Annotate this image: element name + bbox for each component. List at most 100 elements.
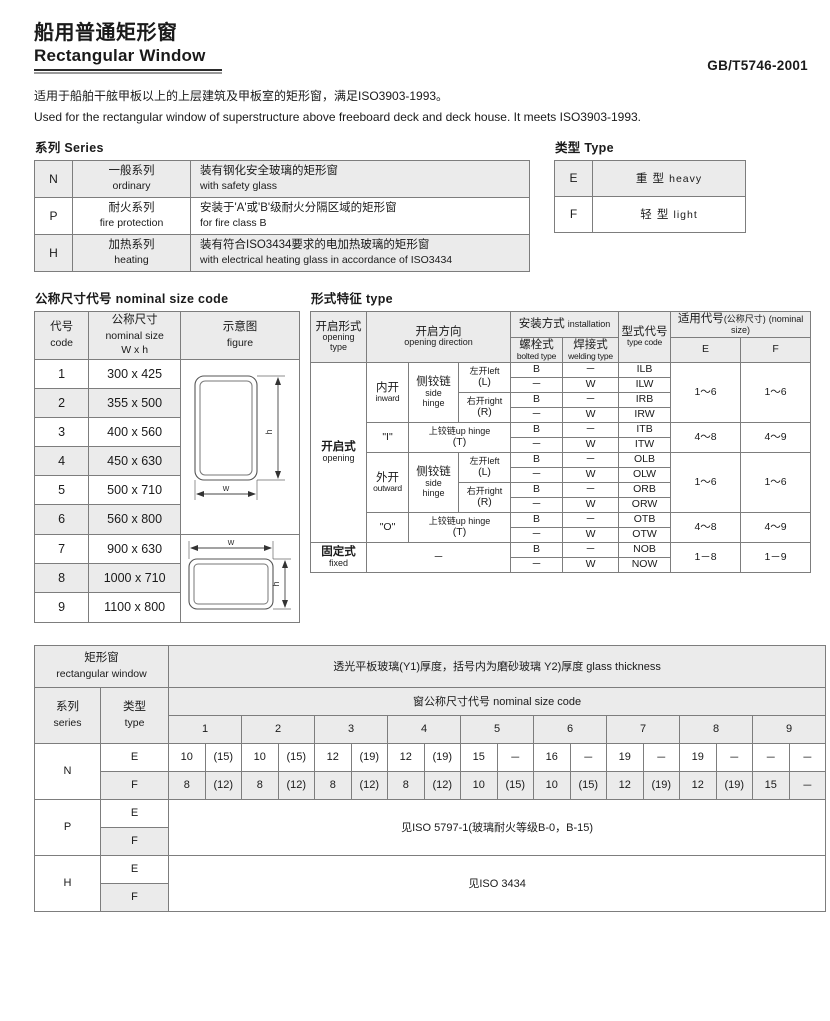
col-header-installation: 安装方式 installation (510, 310, 620, 339)
size-code-6: 6 (533, 714, 607, 744)
document-header: 船用普通矩形窗 Rectangular Window GB/T5746-2001… (34, 22, 808, 126)
side-right-inward: 右开right (R) (457, 391, 512, 423)
size-value: 500 x 710 (88, 475, 181, 506)
series-P: P (34, 798, 101, 856)
welding-value: W (562, 496, 620, 513)
bolted-value: － (510, 526, 564, 543)
type-code-value: ORW (618, 496, 672, 513)
glass-value: 10 (168, 742, 206, 772)
fixed-type-cell: 固定式 fixed (310, 541, 367, 573)
type-code-value: ORB (618, 481, 672, 498)
glass-note-P: 见ISO 5797-1(玻璃耐火等级B-0，B-15) (167, 798, 827, 856)
series-name: 加热系列 heating (72, 233, 191, 272)
type-E: E (100, 742, 169, 772)
glass-value: 15 (460, 742, 498, 772)
applicable-e: 1～6 (670, 361, 742, 423)
size-value: 1100 x 800 (88, 592, 181, 623)
series-desc-cn: 安装于'A'或'B'级耐火分隔区域的矩形窗 (200, 201, 397, 214)
glass-value: (15) (204, 742, 242, 772)
intro-text-cn: 适用于船舶干舷甲板以上的上层建筑及甲板室的矩形窗，满足ISO3903-1993。 (34, 88, 449, 103)
series-desc: 装有符合ISO3434要求的电加热玻璃的矩形窗 with electrical … (190, 233, 530, 272)
type-code-value: OLW (618, 466, 672, 483)
type-code-value: ITW (618, 436, 672, 453)
type-code-value: IRB (618, 391, 672, 408)
glass-value: 8 (168, 770, 206, 800)
bolted-value: － (510, 496, 564, 513)
table-row: P 耐火系列 fire protection 安装于'A'或'B'级耐火分隔区域… (34, 196, 530, 235)
welding-value: W (562, 406, 620, 423)
glass-thickness-table: 矩形窗 rectangular window 透光平板玻璃(Y1)厚度，括号内为… (34, 644, 827, 912)
table-row: N 一般系列 ordinary 装有钢化安全玻璃的矩形窗 with safety… (34, 159, 530, 198)
size-code-2: 2 (241, 714, 315, 744)
table-row: － W NOW (311, 556, 811, 573)
direction-inward: 内开 inward (366, 361, 409, 423)
welding-value: W (562, 556, 620, 573)
type-name-en: light (673, 209, 698, 222)
size-code: 3 (33, 416, 90, 448)
col-header-welding: 焊接式 welding type (562, 337, 620, 363)
bolted-value: B (510, 391, 564, 408)
bolted-value: B (510, 421, 564, 438)
size-code: 2 (33, 387, 90, 418)
opening-type-cell: 开启式 opening (310, 361, 367, 543)
svg-text:w: w (222, 483, 230, 493)
table-row: N E 10 (15) 10 (15) 12 (19) 12 (19) 15 －… (34, 742, 827, 800)
welding-value: － (562, 361, 620, 378)
col-header-e: E (670, 337, 742, 363)
type-F: F (100, 826, 169, 856)
series-name: 耐火系列 fire protection (72, 196, 191, 235)
glass-value: (15) (496, 770, 534, 800)
nominal-size-table: 代号 code 公称尺寸 nominal size W x h 示意图 figu… (33, 310, 301, 623)
typefeature-label: 形式特征 type (311, 291, 393, 306)
type-F: F (100, 770, 169, 800)
table-row: 开启式 opening 内开 inward 侧铰链 side hinge (310, 361, 812, 543)
series-name-en: fire protection (99, 217, 164, 230)
type-code-value: OLB (618, 451, 672, 468)
table-row: "I" 上铰链up hinge (T) B － ITB 4～8 4～9 (311, 421, 812, 453)
glass-thickness-section: 矩形窗 rectangular window 透光平板玻璃(Y1)厚度，括号内为… (34, 644, 827, 912)
table-row: 7 900 x 630 (33, 533, 301, 623)
series-type-row: 系列 Series N 一般系列 ordinary 装有钢化安全玻璃的矩形窗 w… (34, 137, 808, 272)
col-header-opening-direction: 开启方向 opening direction (365, 310, 512, 363)
col-header-code: 代号 code (33, 310, 90, 360)
table-header-row: 系列 series 类型 type 窗公称尺寸代号 nominal size c… (34, 686, 827, 744)
size-code: 7 (33, 533, 90, 564)
side-left-inward: 左开left (L) (457, 361, 512, 393)
glass-value: 10 (533, 770, 571, 800)
bolted-value: － (510, 436, 564, 453)
glass-value: (15) (569, 770, 607, 800)
table-row: 外开 outward 侧铰链 side hinge 左开left (L) B (311, 451, 812, 513)
col-header-figure: 示意图 figure (179, 310, 301, 360)
size-code-5: 5 (460, 714, 534, 744)
size-code-7: 7 (606, 714, 680, 744)
intro-block: 适用于船舶干舷甲板以上的上层建筑及甲板室的矩形窗，满足ISO3903-1993。… (34, 87, 808, 126)
table-row: 右开right (R) B － IRB (311, 391, 811, 423)
table-row: － W ITW (311, 436, 811, 453)
size-code-8: 8 (679, 714, 753, 744)
glass-value: － (788, 742, 827, 772)
hinge-side-inward: 侧铰链 side hinge (408, 361, 459, 423)
glass-value: (12) (423, 770, 461, 800)
direction-mark-outward: "O" (366, 511, 409, 543)
series-N: N (34, 742, 101, 800)
series-desc-en: with safety glass (200, 180, 278, 193)
horizontal-window-diagram: w h (188, 537, 291, 610)
size-code: 1 (33, 358, 90, 389)
applicable-e: 4～8 (670, 511, 742, 543)
type-code-value: IRW (618, 406, 672, 423)
series-table: N 一般系列 ordinary 装有钢化安全玻璃的矩形窗 with safety… (34, 159, 530, 272)
bolted-value: B (510, 541, 564, 558)
welding-value: － (562, 541, 620, 558)
table-header-row: 开启形式 opening type 开启方向 opening direction… (310, 310, 812, 363)
applicable-f: 1～6 (740, 361, 812, 423)
applicable-e: 4～8 (670, 421, 742, 453)
welding-value: W (562, 436, 620, 453)
table-header-row: 1 2 3 4 5 6 7 8 9 (35, 714, 827, 744)
size-value: 400 x 560 (88, 416, 181, 448)
welding-value: W (562, 376, 620, 393)
table-row: F (35, 882, 826, 912)
col-header-applicable-code: 适用代号(公称尺寸) (nominal size) (670, 310, 812, 339)
series-code: P (34, 196, 73, 235)
col-header-size: 公称尺寸 nominal size W x h (88, 310, 181, 360)
size-code-3: 3 (314, 714, 388, 744)
